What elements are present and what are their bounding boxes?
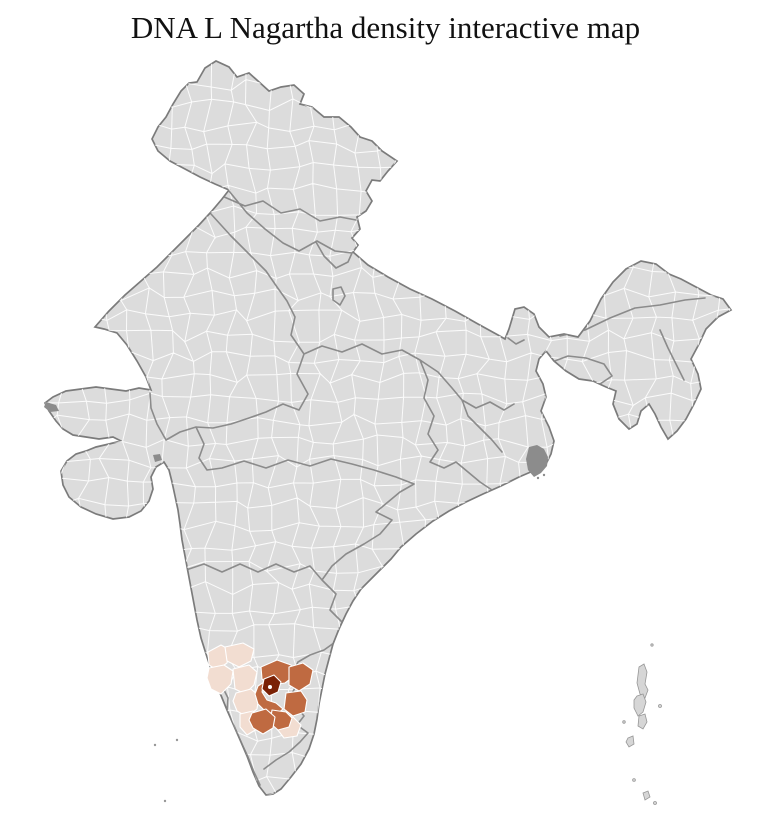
district-cell-high[interactable]: [261, 674, 282, 697]
district-cell-medium[interactable]: [288, 662, 314, 692]
district-cell-low[interactable]: [224, 642, 255, 668]
sundarbans-delta: [526, 445, 548, 480]
density-cell-high-group: [261, 674, 282, 697]
map-title: DNA L Nagartha density interactive map: [130, 10, 641, 45]
lakshadweep-islands[interactable]: [153, 738, 179, 803]
india-landmass[interactable]: [43, 60, 733, 796]
andaman-nicobar-islands[interactable]: [622, 643, 662, 805]
district-cell-low[interactable]: [207, 644, 231, 671]
district-cell-low[interactable]: [206, 664, 234, 695]
marsh-patches: [44, 402, 162, 462]
density-cells-medium: [248, 659, 314, 735]
district-cell-medium[interactable]: [283, 690, 308, 717]
district-cell-low[interactable]: [232, 664, 258, 695]
city-marker-dot[interactable]: [268, 685, 272, 689]
district-cell-medium[interactable]: [248, 708, 276, 735]
